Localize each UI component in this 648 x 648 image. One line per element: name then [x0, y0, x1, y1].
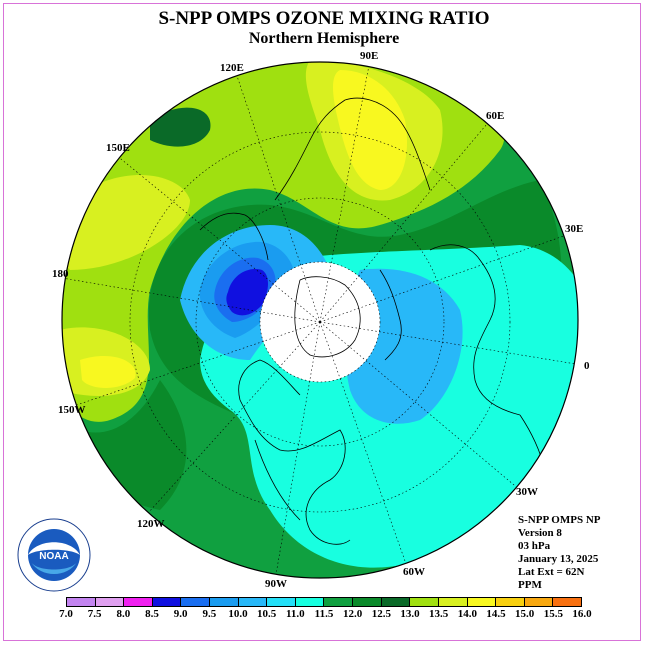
lon-label-60e: 60E	[486, 110, 505, 122]
colorbar-tick-label: 8.5	[145, 608, 159, 620]
lon-label-60w: 60W	[403, 566, 425, 578]
info-lat-ext: Lat Ext = 62N	[518, 566, 585, 578]
colorbar-tick-label: 15.0	[515, 608, 535, 620]
colorbar-cell	[267, 598, 296, 606]
colorbar-tick-label: 7.0	[59, 608, 73, 620]
colorbar-tick-label: 14.5	[486, 608, 506, 620]
colorbar-cell	[95, 598, 125, 606]
colorbar-tick-label: 11.5	[314, 608, 334, 620]
colorbar-cell	[181, 598, 211, 606]
lon-label-30w: 30W	[516, 486, 538, 498]
colorbar-cell	[124, 598, 153, 606]
colorbar-cell	[496, 598, 525, 606]
colorbar-cell	[410, 598, 439, 606]
colorbar-cell	[324, 598, 354, 606]
colorbar-cell	[524, 598, 554, 606]
colorbar-tick-label: 16.0	[572, 608, 592, 620]
colorbar-cell	[152, 598, 182, 606]
colorbar-cell	[353, 598, 382, 606]
lon-label-90e: 90E	[360, 50, 379, 62]
lon-label-150e: 150E	[106, 142, 130, 154]
colorbar-cell	[467, 598, 497, 606]
noaa-logo-text: NOAA	[39, 551, 68, 562]
colorbar-tick-label: 15.5	[543, 608, 563, 620]
colorbar-cell	[210, 598, 239, 606]
info-units: PPM	[518, 579, 542, 591]
lon-label-90w: 90W	[265, 578, 287, 590]
lon-label-180: 180	[52, 268, 69, 280]
colorbar-tick-label: 12.5	[371, 608, 391, 620]
info-level: 03 hPa	[518, 540, 551, 552]
lon-label-30e: 30E	[565, 223, 584, 235]
colorbar-cell	[438, 598, 468, 606]
colorbar-tick-label: 13.0	[400, 608, 420, 620]
map-boundary	[61, 61, 579, 579]
colorbar-cell	[238, 598, 268, 606]
colorbar-tick-label: 12.0	[343, 608, 363, 620]
info-panel: S-NPP OMPS NP Version 8 03 hPa January 1…	[518, 514, 601, 592]
colorbar	[66, 597, 582, 607]
info-product: S-NPP OMPS NP	[518, 514, 601, 526]
info-version: Version 8	[518, 527, 562, 539]
colorbar-cell	[381, 598, 411, 606]
plot-frame	[3, 3, 641, 641]
lon-label-120e: 120E	[220, 62, 244, 74]
lon-label-0: 0	[584, 360, 590, 372]
colorbar-cell	[67, 598, 96, 606]
map-title: S-NPP OMPS OZONE MIXING RATIO	[158, 8, 490, 29]
colorbar-tick-label: 8.0	[116, 608, 131, 620]
info-date: January 13, 2025	[518, 553, 599, 565]
colorbar-tick-label: 9.0	[173, 608, 188, 620]
noaa-logo: NOAA	[17, 518, 91, 592]
colorbar-tick-label: 9.5	[202, 608, 217, 620]
colorbar-tick-label: 13.5	[429, 608, 449, 620]
map-subtitle: Northern Hemisphere	[248, 30, 400, 47]
colorbar-cell	[295, 598, 325, 606]
lon-label-150w: 150W	[58, 404, 86, 416]
colorbar-ticks: 7.0 7.5 8.0 8.5 9.0 9.5 10.0 10.5 11.0 11.5 12.0 12…	[59, 608, 592, 622]
colorbar-tick-label: 10.5	[257, 608, 277, 620]
colorbar-tick-label: 14.0	[457, 608, 477, 620]
colorbar-cell	[553, 598, 581, 606]
colorbar-tick-label: 10.0	[228, 608, 248, 620]
lon-label-120w: 120W	[137, 518, 165, 530]
colorbar-tick-label: 11.0	[286, 608, 305, 620]
colorbar-tick-label: 7.5	[87, 608, 102, 620]
